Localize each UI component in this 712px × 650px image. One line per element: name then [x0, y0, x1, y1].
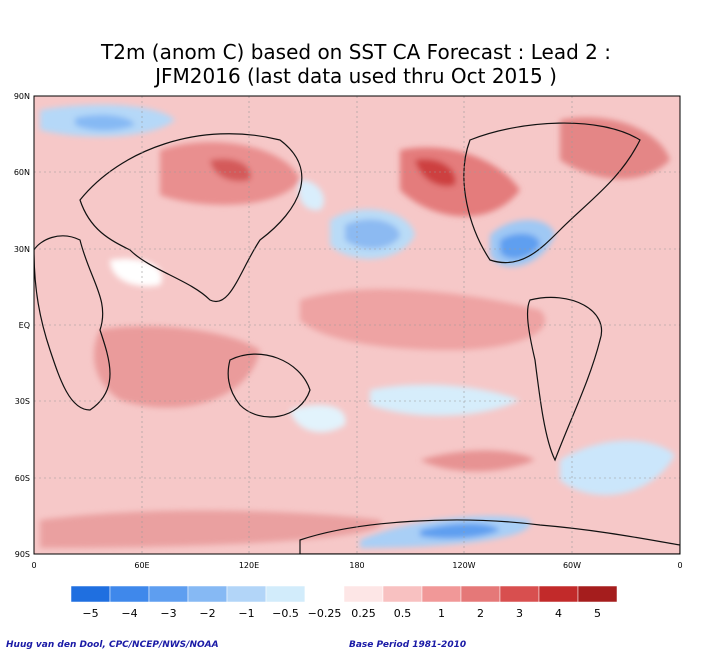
- colorbar-swatch: [538, 585, 579, 603]
- colorbar-swatch: [577, 585, 618, 603]
- coastlines: [34, 122, 680, 554]
- colorbar-swatch: [460, 585, 501, 603]
- graticule: [34, 96, 680, 554]
- lon-label: 120W: [452, 561, 475, 570]
- map-frame: [33, 95, 681, 555]
- colorbar-swatch: [109, 585, 150, 603]
- lat-label: 90S: [15, 550, 30, 559]
- colorbar-swatch: [382, 585, 423, 603]
- colorbar-label: −1: [238, 607, 254, 620]
- colorbar-label: 0.5: [394, 607, 412, 620]
- colorbar-label: 3: [516, 607, 523, 620]
- colorbar-swatch: [343, 585, 384, 603]
- lon-label: 180: [349, 561, 364, 570]
- anomaly-field: [34, 96, 680, 554]
- lon-label: 0: [31, 561, 36, 570]
- colorbar-swatch: [226, 585, 267, 603]
- colorbar-swatch: [499, 585, 540, 603]
- colorbar-swatch: [148, 585, 189, 603]
- lat-label: 60N: [14, 168, 30, 177]
- lat-label: EQ: [19, 321, 30, 330]
- colorbar-label: 4: [555, 607, 562, 620]
- colorbar-swatch: [265, 585, 306, 603]
- colorbar-label: −0.5: [272, 607, 299, 620]
- lat-label: 60S: [15, 474, 30, 483]
- lat-label: 30N: [14, 245, 30, 254]
- map-title-line-2: JFM2016 (last data used thru Oct 2015 ): [155, 64, 557, 88]
- colorbar-label: 1: [438, 607, 445, 620]
- lat-label: 90N: [14, 92, 30, 101]
- colorbar: −5 −4 −3 −2 −1 −0.5 −0.25 0.25 0.5 1 2 3 4 5: [70, 585, 618, 620]
- colorbar-label: −2: [199, 607, 215, 620]
- lat-label: 30S: [15, 397, 30, 406]
- colorbar-label: −0.25: [308, 607, 342, 620]
- lon-label: 60E: [134, 561, 149, 570]
- colorbar-label: −3: [160, 607, 176, 620]
- colorbar-label: −4: [121, 607, 137, 620]
- map-title-line-1: T2m (anom C) based on SST CA Forecast : …: [101, 40, 611, 64]
- colorbar-label: 5: [594, 607, 601, 620]
- colorbar-swatch: [70, 585, 111, 603]
- colorbar-swatch: [304, 585, 345, 603]
- colorbar-swatch: [187, 585, 228, 603]
- lon-label: 120E: [239, 561, 259, 570]
- colorbar-label: 2: [477, 607, 484, 620]
- lon-label: 0: [677, 561, 682, 570]
- colorbar-swatch: [421, 585, 462, 603]
- author-credit: Huug van den Dool, CPC/NCEP/NWS/NOAA: [6, 640, 219, 650]
- colorbar-label: −5: [82, 607, 98, 620]
- base-period-note: Base Period 1981-2010: [349, 640, 467, 650]
- lon-label: 60W: [563, 561, 581, 570]
- colorbar-label: 0.25: [351, 607, 376, 620]
